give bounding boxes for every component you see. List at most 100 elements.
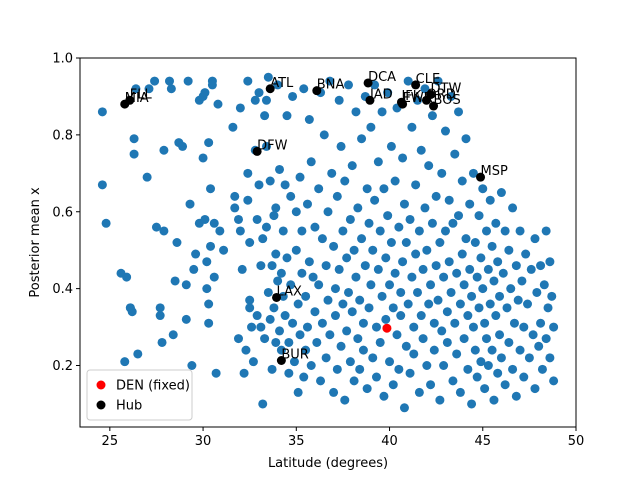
x-tick-label: 35	[288, 434, 305, 449]
scatter-point	[370, 195, 380, 205]
scatter-point	[263, 287, 273, 297]
scatter-point	[459, 280, 469, 290]
scatter-point	[450, 318, 460, 328]
scatter-point	[261, 222, 271, 232]
scatter-point	[317, 234, 327, 244]
scatter-point	[271, 249, 281, 259]
scatter-point	[168, 330, 178, 340]
scatter-point	[340, 395, 350, 405]
scatter-point	[377, 107, 387, 117]
den-point	[382, 323, 392, 333]
scatter-point	[465, 264, 475, 274]
scatter-point	[429, 345, 439, 355]
scatter-point	[446, 287, 456, 297]
legend-marker	[96, 400, 106, 410]
scatter-point	[330, 311, 340, 321]
scatter-point	[407, 122, 417, 132]
scatter-point	[202, 284, 212, 294]
scatter-point	[299, 84, 309, 94]
scatter-point	[297, 268, 307, 278]
scatter-point	[496, 353, 506, 363]
scatter-point	[401, 238, 411, 247]
scatter-point	[411, 180, 421, 190]
scatter-point	[347, 307, 357, 317]
scatter-point	[420, 203, 430, 213]
scatter-point	[340, 176, 350, 186]
scatter-point	[427, 111, 437, 121]
scatter-point	[345, 357, 355, 367]
scatter-point	[493, 368, 503, 378]
hub-label: BUR	[281, 348, 308, 363]
hub-label: DTW	[431, 82, 462, 97]
scatter-point	[511, 391, 521, 401]
scatter-point	[549, 376, 559, 386]
scatter-point	[183, 76, 193, 86]
scatter-point	[297, 226, 307, 236]
hub-point	[429, 101, 439, 111]
scatter-point	[433, 295, 443, 305]
hub-point	[421, 95, 431, 105]
scatter-point	[500, 380, 510, 390]
scatter-point	[437, 326, 447, 336]
hub-label: MIA	[125, 91, 149, 106]
scatter-point	[403, 299, 413, 309]
scatter-point	[235, 226, 245, 236]
scatter-point	[209, 272, 219, 282]
scatter-point	[125, 303, 135, 313]
scatter-point	[329, 241, 339, 251]
scatter-point	[325, 330, 335, 340]
scatter-point	[431, 261, 441, 271]
scatter-point	[353, 203, 363, 213]
hub-point	[312, 86, 322, 96]
scatter-point	[336, 341, 346, 351]
scatter-point	[424, 161, 434, 171]
scatter-point	[409, 349, 419, 359]
scatter-point	[442, 307, 452, 317]
scatter-point	[330, 284, 340, 294]
scatter-point	[385, 357, 395, 367]
scatter-point	[422, 245, 432, 255]
x-tick-label: 30	[195, 434, 212, 449]
x-tick-label: 45	[474, 434, 491, 449]
scatter-point	[245, 303, 255, 313]
scatter-point	[120, 357, 130, 367]
scatter-point	[416, 311, 426, 321]
scatter-point	[375, 337, 385, 347]
legend-marker	[96, 380, 106, 390]
scatter-point	[252, 214, 262, 224]
scatter-point	[165, 76, 175, 86]
scatter-point	[260, 334, 270, 344]
scatter-point	[306, 157, 316, 167]
scatter-point	[248, 357, 258, 367]
scatter-point	[511, 261, 521, 271]
scatter-point	[396, 287, 406, 297]
scatter-point	[517, 276, 527, 286]
scatter-point	[291, 207, 301, 217]
scatter-point	[465, 199, 475, 209]
scatter-point	[413, 287, 423, 297]
scatter-point	[159, 226, 169, 236]
scatter-point	[474, 211, 484, 221]
scatter-point	[444, 257, 454, 267]
scatter-point	[373, 264, 383, 274]
scatter-point	[280, 180, 290, 190]
scatter-point	[480, 384, 490, 394]
scatter-point	[426, 280, 436, 290]
scatter-point	[269, 303, 279, 313]
scatter-point	[159, 145, 169, 155]
scatter-point	[144, 84, 154, 94]
scatter-point	[122, 272, 132, 282]
scatter-point	[450, 149, 460, 159]
scatter-point	[345, 214, 355, 224]
scatter-point	[316, 376, 326, 386]
scatter-point	[336, 141, 346, 151]
scatter-point	[418, 334, 428, 344]
scatter-point	[388, 380, 398, 390]
scatter-point	[241, 345, 251, 355]
scatter-point	[338, 299, 348, 309]
hub-point	[476, 172, 486, 182]
scatter-point	[211, 368, 221, 378]
scatter-point	[280, 311, 290, 321]
